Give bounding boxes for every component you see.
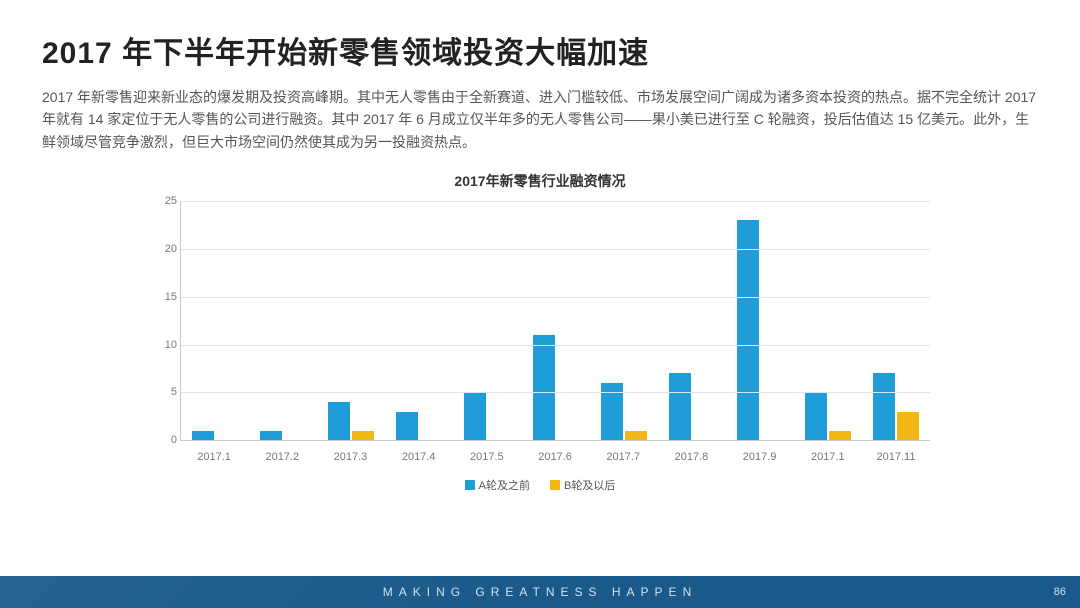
x-tick-label: 2017.3: [316, 451, 384, 463]
y-tick-label: 10: [155, 339, 177, 351]
grid-line: [181, 345, 930, 346]
x-tick-label: 2017.7: [589, 451, 657, 463]
legend-swatch: [550, 480, 560, 490]
bar: [897, 412, 919, 441]
grid-line: [181, 392, 930, 393]
chart-legend: A轮及之前 B轮及以后: [150, 477, 930, 493]
x-tick-label: 2017.8: [657, 451, 725, 463]
x-tick-label: 2017.1: [180, 451, 248, 463]
bar: [873, 373, 895, 440]
slide-footer: MAKING GREATNESS HAPPEN 86: [0, 576, 1080, 608]
chart-plot: 0510152025: [180, 201, 930, 441]
y-tick-label: 15: [155, 291, 177, 303]
grid-line: [181, 297, 930, 298]
y-tick-label: 0: [155, 434, 177, 446]
bar: [352, 431, 374, 441]
bar: [396, 412, 418, 441]
bar-group: [726, 201, 794, 440]
bar: [328, 402, 350, 440]
bar: [805, 392, 827, 440]
bar: [737, 220, 759, 440]
content-area: 2017 年下半年开始新零售领域投资大幅加速 2017 年新零售迎来新业态的爆发…: [0, 0, 1080, 576]
x-axis-labels: 2017.12017.22017.32017.42017.52017.62017…: [180, 451, 930, 463]
chart-area: 0510152025 2017.12017.22017.32017.42017.…: [150, 201, 930, 471]
bar-group: [181, 201, 249, 440]
legend-item: A轮及之前: [465, 477, 530, 493]
bar: [829, 431, 851, 441]
bar: [260, 431, 282, 441]
description-text: 2017 年新零售迎来新业态的爆发期及投资高峰期。其中无人零售由于全新赛道、进入…: [42, 86, 1038, 153]
x-tick-label: 2017.9: [726, 451, 794, 463]
page-number: 86: [1054, 586, 1066, 598]
bar: [625, 431, 647, 441]
legend-label: A轮及之前: [479, 477, 530, 493]
x-tick-label: 2017.1: [794, 451, 862, 463]
legend-label: B轮及以后: [564, 477, 615, 493]
bar: [533, 335, 555, 440]
bar-group: [249, 201, 317, 440]
x-tick-label: 2017.2: [248, 451, 316, 463]
bar: [192, 431, 214, 441]
bar: [464, 392, 486, 440]
y-tick-label: 5: [155, 386, 177, 398]
y-tick-label: 20: [155, 243, 177, 255]
footer-tagline: MAKING GREATNESS HAPPEN: [383, 585, 697, 599]
legend-item: B轮及以后: [550, 477, 615, 493]
bar-group: [385, 201, 453, 440]
bar-group: [590, 201, 658, 440]
grid-line: [181, 249, 930, 250]
bar-group: [658, 201, 726, 440]
bar-group: [794, 201, 862, 440]
y-tick-label: 25: [155, 195, 177, 207]
bar-group: [317, 201, 385, 440]
legend-swatch: [465, 480, 475, 490]
page-title: 2017 年下半年开始新零售领域投资大幅加速: [42, 28, 1038, 72]
x-tick-label: 2017.6: [521, 451, 589, 463]
bar-group: [862, 201, 930, 440]
grid-line: [181, 201, 930, 202]
chart-container: 2017年新零售行业融资情况 0510152025 2017.12017.220…: [150, 171, 930, 493]
slide: 2017 年下半年开始新零售领域投资大幅加速 2017 年新零售迎来新业态的爆发…: [0, 0, 1080, 608]
x-tick-label: 2017.4: [385, 451, 453, 463]
bar-group: [453, 201, 521, 440]
bar-group: [521, 201, 589, 440]
chart-title: 2017年新零售行业融资情况: [150, 171, 930, 191]
x-tick-label: 2017.11: [862, 451, 930, 463]
chart-bars: [181, 201, 930, 440]
bar: [669, 373, 691, 440]
x-tick-label: 2017.5: [453, 451, 521, 463]
